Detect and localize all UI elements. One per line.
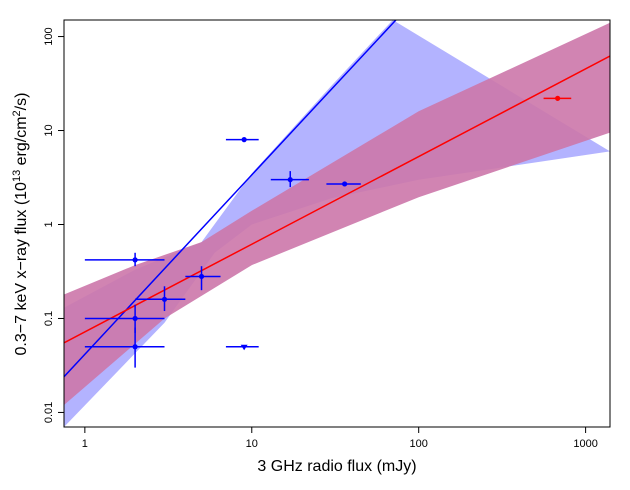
y-axis: 0.01 0.1 1 10 100	[43, 27, 64, 423]
blue-upper-limit-1-marker	[240, 344, 248, 351]
blue-point-4	[326, 181, 361, 187]
blue-point-2	[225, 137, 259, 143]
blue-upper-limit-1	[225, 344, 259, 351]
fit-lines	[64, 20, 610, 378]
blue-point-8-marker	[132, 344, 138, 350]
blue-point-3-marker	[287, 177, 293, 183]
y-tick-label-5: 100	[43, 27, 55, 45]
y-tick-label-2: 0.1	[43, 311, 55, 326]
red-fit-line	[64, 55, 610, 344]
plot-frame	[63, 19, 611, 428]
y-axis-title-end: /s)	[13, 93, 30, 111]
y-tick-label-4: 10	[43, 124, 55, 136]
blue-point-3	[270, 171, 309, 188]
y-axis-title-unit: erg/cm	[13, 116, 30, 169]
y-axis-title-main: 0.3−7 keV x−ray flux (10	[13, 182, 30, 356]
blue-point-8	[84, 327, 165, 368]
blue-point-2-marker	[241, 137, 247, 143]
y-tick-label-3: 1	[43, 221, 55, 227]
x-tick-label-2: 10	[246, 438, 258, 450]
red-confidence-band	[64, 22, 610, 406]
blue-fit-line	[64, 20, 397, 378]
blue-point-5-marker	[198, 273, 205, 280]
y-axis-title-exp2: 2	[11, 110, 23, 116]
blue-point-1	[84, 252, 165, 267]
blue-point-6-marker	[161, 296, 168, 302]
data-points	[84, 95, 572, 368]
x-axis: 1 10 100 1000	[82, 427, 598, 450]
blue-point-5	[185, 266, 221, 291]
y-axis-title-exp: 13	[11, 170, 23, 182]
y-tick-label-1: 0.01	[43, 402, 55, 423]
x-tick-label-4: 1000	[573, 438, 597, 450]
x-axis-title: 3 GHz radio flux (mJy)	[257, 458, 416, 475]
red-point-1	[543, 95, 572, 101]
confidence-bands	[64, 20, 610, 427]
blue-point-4-marker	[342, 181, 348, 187]
y-axis-title: 0.3−7 keV x−ray flux (1013 erg/cm2/s)	[11, 93, 30, 356]
red-point-1-marker	[555, 95, 561, 101]
x-tick-label-3: 100	[410, 438, 428, 450]
blue-point-7-marker	[132, 315, 138, 322]
blue-point-1-marker	[132, 257, 138, 263]
blue-point-6	[135, 286, 186, 312]
x-tick-label-1: 1	[82, 438, 88, 450]
